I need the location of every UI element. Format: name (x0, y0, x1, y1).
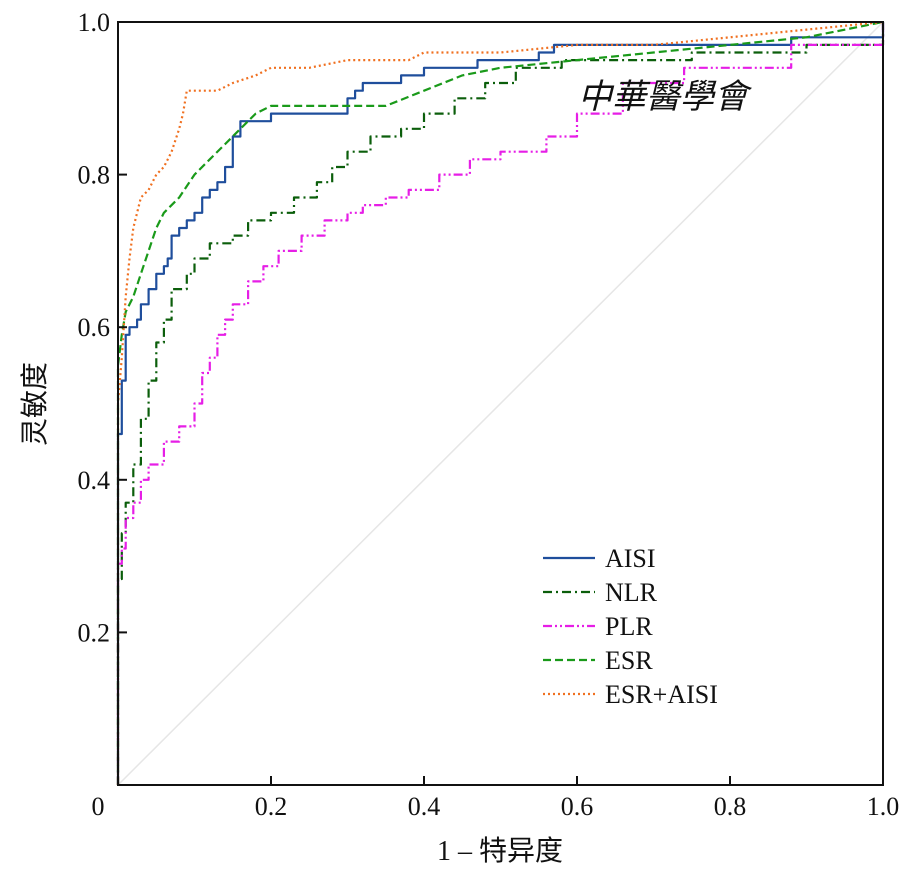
series-line-esr (116, 20, 884, 785)
legend: AISI NLR PLR ESR ESR+AISI (543, 544, 718, 709)
x-tick-label: 1.0 (867, 792, 900, 821)
legend-label: ESR+AISI (605, 680, 718, 709)
legend-label: NLR (605, 578, 658, 607)
watermark-text: 中華醫學會 (578, 79, 753, 116)
x-axis-title: 1 – 特异度 (437, 835, 563, 867)
reference-diagonal-line (117, 21, 884, 786)
x-tick-label: 0.8 (714, 792, 747, 821)
plot-area (116, 20, 885, 786)
series-line-plr (116, 22, 885, 785)
series-line-nlr (116, 22, 885, 785)
legend-label: PLR (605, 612, 653, 641)
axis-ticks: 0.2 0.4 0.6 0.8 1.0 0.2 0.4 0.6 0.8 1.0 (78, 8, 900, 821)
legend-label: ESR (605, 646, 653, 675)
x-tick-label: 0.4 (408, 792, 441, 821)
x-tick-label: 0.2 (255, 792, 288, 821)
y-tick-label: 1.0 (78, 8, 111, 37)
origin-tick-label: 0 (92, 792, 105, 821)
y-tick-label: 0.2 (78, 618, 111, 647)
y-tick-label: 0.6 (78, 313, 111, 342)
legend-label: AISI (605, 544, 656, 573)
series-line-aisi (116, 22, 885, 785)
x-tick-label: 0.6 (561, 792, 594, 821)
plot-frame (117, 21, 884, 786)
y-tick-label: 0.4 (78, 466, 111, 495)
y-tick-label: 0.8 (78, 161, 111, 190)
series-line-esr-aisi (116, 20, 884, 785)
y-axis-title: 灵敏度 (19, 362, 51, 446)
